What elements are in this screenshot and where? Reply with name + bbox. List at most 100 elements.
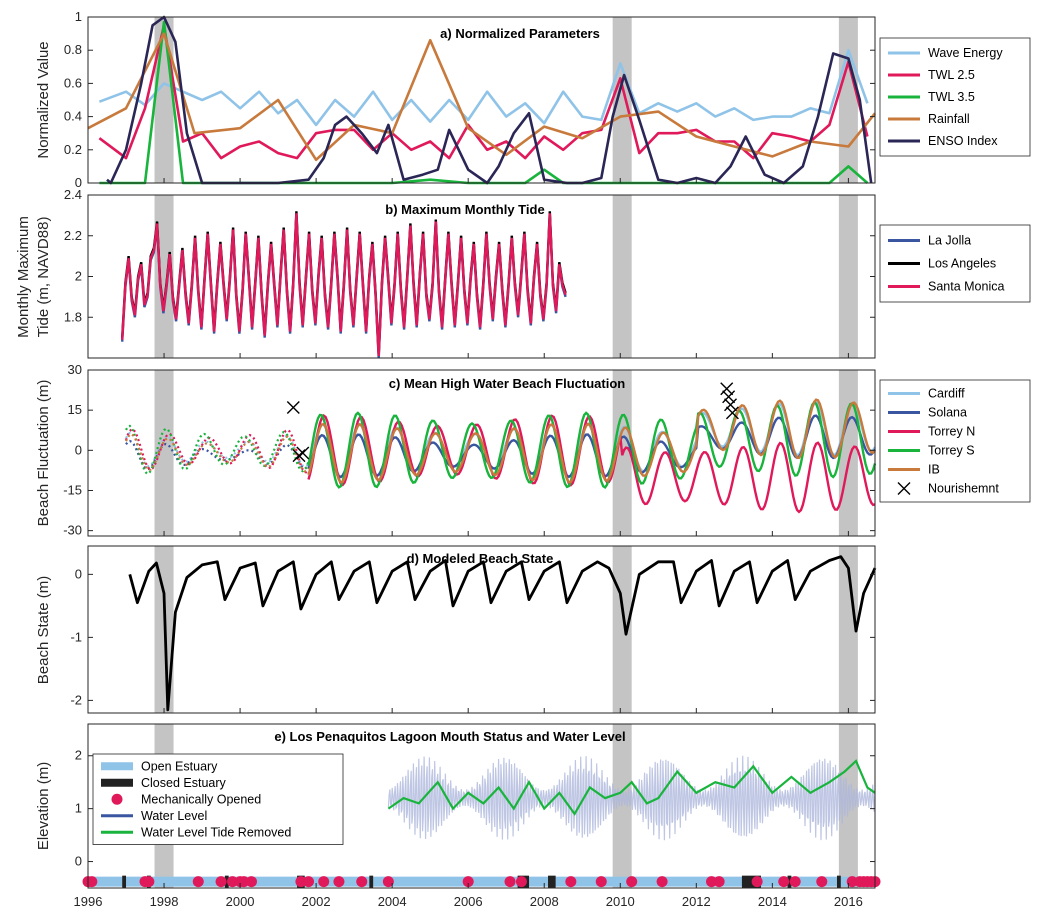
ytick-label: 0 — [75, 566, 82, 581]
legend-label: IB — [928, 463, 940, 477]
series-line-santa-monica — [121, 213, 567, 357]
panel-e-xticks: 1996 1998 2000 2002 2004 2006 2008 2010 2012 2014… — [74, 883, 863, 909]
nourishment-marker — [286, 400, 300, 414]
mechanically-opened-marker — [778, 876, 790, 888]
panel-c-yticks: -30 -15 0 15 30 — [63, 362, 875, 538]
legend-box — [92, 753, 344, 845]
legend-swatch — [111, 793, 123, 805]
legend-label: Solana — [928, 406, 967, 420]
xtick-label: 2016 — [834, 894, 863, 909]
mechanically-opened-marker — [245, 876, 257, 888]
mechanically-opened-marker — [143, 876, 155, 888]
mechanically-opened-marker — [356, 876, 368, 888]
legend-label: Los Angeles — [928, 257, 996, 271]
legend-box — [879, 379, 1031, 503]
closed-estuary-segment — [224, 875, 229, 888]
xtick-label: 2010 — [606, 894, 635, 909]
ytick-label: -1 — [70, 629, 82, 644]
legend-swatch — [897, 482, 911, 495]
shaded-period-1 — [154, 195, 174, 358]
ytick-label: 2.4 — [64, 187, 82, 202]
nourishment-marker — [724, 398, 738, 412]
panel-b-yticks: 1.8 2 2.2 2.4 — [64, 187, 875, 358]
panel-b-title: b) Maximum Monthly Tide — [385, 202, 544, 217]
nourishment-marker — [722, 390, 736, 404]
panel-e-ylabel: Elevation (m) — [35, 762, 52, 850]
panel-c: -30 -15 0 15 30 c) Mean High Water Beach Flu… — [35, 362, 1031, 538]
legend-label: Nourishemnt — [928, 482, 999, 496]
mechanically-opened-marker — [462, 876, 474, 888]
xtick-label: 2014 — [758, 894, 787, 909]
ytick-label: 2 — [75, 269, 82, 284]
ytick-label: 30 — [68, 362, 82, 377]
legend-label: Water Level — [141, 809, 207, 823]
ytick-label: 0.4 — [64, 109, 82, 124]
legend-label: ENSO Index — [928, 134, 998, 148]
ytick-label: 15 — [68, 402, 82, 417]
ytick-label: 1.8 — [64, 309, 82, 324]
mechanically-opened-marker — [318, 876, 330, 888]
mechanically-opened-marker — [504, 876, 516, 888]
legend-label: Open Estuary — [141, 759, 218, 773]
closed-estuary-segment — [369, 875, 374, 888]
mechanically-opened-marker — [595, 876, 607, 888]
mechanically-opened-marker — [192, 876, 204, 888]
shaded-period-2 — [612, 17, 632, 183]
panel-d-title: d) Modeled Beach State — [407, 551, 554, 566]
mechanically-opened-marker — [238, 876, 250, 888]
ytick-label: 2.2 — [64, 228, 82, 243]
panel-a-ylabel: Normalized Value — [35, 41, 52, 158]
series-dotted-torrey-n — [124, 427, 310, 474]
legend-label: Cardiff — [928, 387, 965, 401]
shaded-period-3 — [838, 546, 858, 713]
panel-c-frame — [87, 369, 876, 537]
legend-label: Santa Monica — [928, 280, 1004, 294]
shaded-period-3 — [838, 195, 858, 358]
mechanically-opened-marker — [295, 876, 307, 888]
panel-e-frame — [87, 723, 876, 889]
shaded-period-3 — [838, 17, 858, 183]
legend-label: Closed Estuary — [141, 776, 227, 790]
shaded-period-2 — [612, 546, 632, 713]
mechanically-opened-marker — [226, 876, 238, 888]
panel-d: -2 -1 0 d) Modeled Beach State Beach State… — [35, 545, 877, 714]
closed-estuary-segment — [787, 875, 792, 888]
panel-a-yticks: 0 0.2 0.4 0.6 0.8 1 — [64, 9, 875, 190]
panel-e-legend: Open Estuary Closed Estuary Mechanically O… — [92, 753, 344, 845]
xtick-label: 2012 — [682, 894, 711, 909]
panel-a-frame — [87, 16, 876, 184]
ytick-label: 1 — [75, 9, 82, 24]
mechanically-opened-marker — [515, 876, 527, 888]
xtick-label: 2006 — [454, 894, 483, 909]
series-dotted-cardiff — [125, 431, 310, 468]
nourishment-marker — [725, 406, 739, 420]
nourishment-marker — [296, 446, 310, 460]
legend-label: Water Level Tide Removed — [141, 825, 291, 839]
panel-d-frame — [87, 545, 876, 714]
closed-estuary-segment — [836, 875, 841, 888]
mechanically-opened-marker — [706, 876, 718, 888]
mechanically-opened-marker — [751, 876, 763, 888]
nourishment-marker — [292, 449, 306, 463]
ytick-label: 0 — [75, 175, 82, 190]
ytick-label: 0 — [75, 854, 82, 869]
panel-b-shading — [154, 195, 858, 358]
legend-label: Mechanically Opened — [141, 792, 261, 806]
panel-d-lines — [128, 555, 877, 712]
ytick-label: 0 — [75, 442, 82, 457]
ytick-label: 1 — [75, 801, 82, 816]
panel-c-ylabel: Beach Fluctuation (m) — [35, 380, 52, 527]
mechanically-opened-marker — [713, 876, 725, 888]
panel-e: 0 1 2 1996 1998 2000 2002 2004 2006 2008 2010 2012… — [35, 723, 881, 909]
series-dotted-ib — [125, 433, 310, 473]
mechanically-opened-marker — [86, 876, 98, 888]
closed-estuary-segment — [548, 875, 556, 888]
shaded-period-1 — [154, 370, 174, 536]
ytick-label: -15 — [63, 482, 82, 497]
series-line-water-level — [387, 755, 876, 841]
panel-d-ylabel: Beach State (m) — [35, 576, 52, 684]
mechanically-opened-marker — [846, 876, 858, 888]
legend-label: TWL 2.5 — [928, 68, 975, 82]
panel-b-legend: La Jolla Los Angeles Santa Monica — [879, 224, 1031, 303]
